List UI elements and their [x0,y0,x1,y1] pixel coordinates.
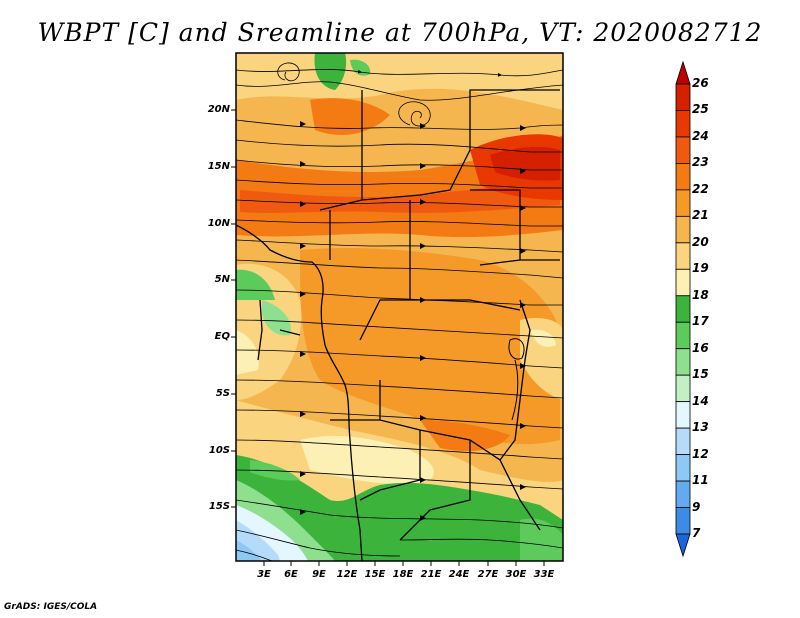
lon-label: 33E [533,569,555,580]
colorbar-label: 20 [692,234,709,249]
colorbar-segment [675,374,691,403]
lon-label: 3E [257,569,271,580]
lon-label: 12E [336,569,358,580]
colorbar-label: 18 [692,287,709,302]
colorbar [675,60,691,558]
map-field [236,53,563,561]
colorbar-segment [675,427,691,455]
colorbar-segment [675,295,691,323]
map-frame [235,52,564,562]
lat-label: 10N [207,218,230,229]
colorbar-segment [675,242,691,270]
colorbar-segment [675,189,691,217]
lat-label: 10S [208,445,230,456]
colorbar-bottom-arrow [675,533,691,558]
colorbar-label: 15 [692,367,709,382]
lat-label: 5S [215,388,230,399]
lon-label: 24E [448,569,470,580]
colorbar-label: 24 [692,128,709,143]
colorbar-segment [675,454,691,482]
colorbar-segment [675,348,691,376]
colorbar-segment [675,215,691,244]
lat-label: 20N [207,104,230,115]
colorbar-label: 9 [692,499,701,514]
colorbar-label: 17 [692,314,709,329]
colorbar-label: 19 [692,261,709,276]
colorbar-segment [675,110,691,138]
lon-label: 21E [420,569,442,580]
lon-label: 18E [392,569,414,580]
colorbar-top-arrow [675,60,691,85]
lon-label: 27E [477,569,499,580]
lon-label: 30E [505,569,527,580]
colorbar-label: 14 [692,393,709,408]
colorbar-label: 25 [692,102,709,117]
colorbar-segment [675,83,691,111]
colorbar-label: 13 [692,420,709,435]
colorbar-segment [675,163,691,191]
colorbar-label: 7 [692,526,701,540]
lat-label: 15N [207,161,230,172]
credit-text: GrADS: IGES/COLA [4,602,98,612]
lat-label: 5N [214,274,230,285]
lat-label: 15S [208,501,230,512]
colorbar-label: 11 [692,473,709,488]
colorbar-label: 23 [692,155,709,170]
colorbar-label: 26 [692,76,709,90]
colorbar-segment [675,268,691,297]
colorbar-segment [675,507,691,535]
colorbar-segment [675,136,691,164]
colorbar-segment [675,321,691,350]
colorbar-label: 12 [692,446,709,461]
lon-label: 6E [284,569,298,580]
colorbar-label: 16 [692,340,709,355]
map-title: WBPT [C] and Sreamline at 700hPa, VT: 20… [37,18,763,47]
colorbar-label: 22 [692,181,709,196]
colorbar-segment [675,480,691,508]
lat-label: EQ [214,331,230,342]
lon-label: 9E [312,569,326,580]
lon-label: 15E [364,569,386,580]
colorbar-label: 21 [692,208,709,223]
colorbar-segment [675,401,691,429]
